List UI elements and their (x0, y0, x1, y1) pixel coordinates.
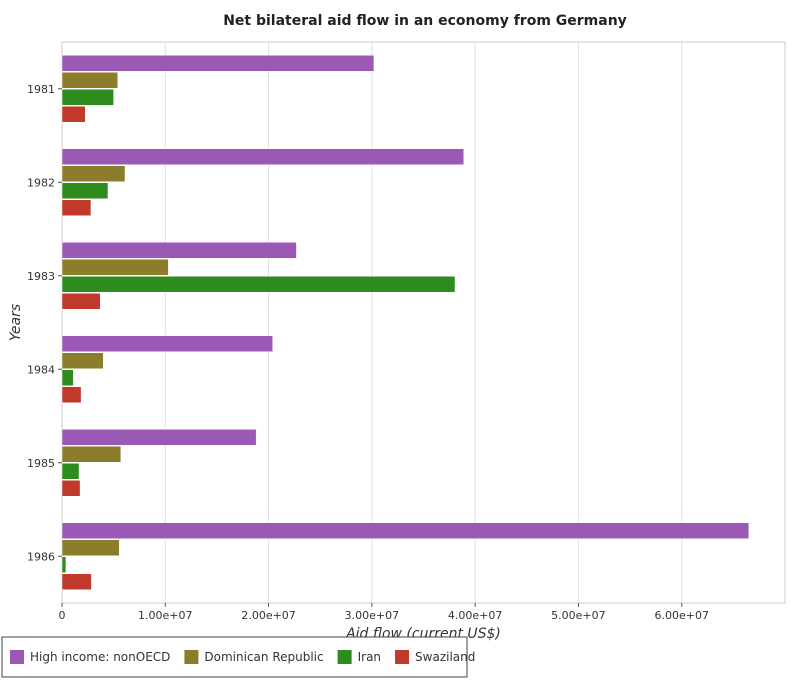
legend-swatch (395, 650, 410, 664)
bar-swaziland-1985 (61, 480, 81, 497)
x-axis-ticks: 0 1.00e+07 2.00e+07 3.00e+07 4.00e+07 5.00e+0… (59, 603, 709, 622)
legend-label: High income: nonOECD (30, 650, 170, 664)
legend-swatch (10, 650, 24, 664)
y-tick-label: 1981 (27, 83, 55, 96)
legend-swatch (337, 650, 352, 664)
x-tick-label: 3.00e+07 (345, 609, 399, 622)
y-tick-label: 1985 (27, 457, 55, 470)
legend-label: Swaziland (415, 650, 475, 664)
bar-swaziland-1986 (61, 573, 92, 590)
bar-iran-1986 (61, 556, 67, 573)
bar-high-income-nonoecd-1983 (61, 242, 297, 259)
bar-swaziland-1981 (61, 106, 86, 123)
y-tick-label: 1984 (27, 363, 55, 376)
x-tick-label: 4.00e+07 (448, 609, 502, 622)
bar-swaziland-1984 (61, 386, 82, 403)
chart-title: Net bilateral aid flow in an economy fro… (223, 13, 627, 29)
bar-high-income-nonoecd-1985 (61, 429, 257, 446)
x-tick-label: 0 (59, 609, 66, 622)
bar-dominican-republic-1986 (61, 539, 120, 556)
x-tick-label: 2.00e+07 (241, 609, 295, 622)
y-axis-title: Years (8, 304, 24, 341)
plot-area (61, 41, 786, 604)
bar-iran-1984 (61, 369, 74, 386)
legend-label: Iran (358, 650, 381, 664)
bar-high-income-nonoecd-1986 (61, 522, 750, 539)
bar-high-income-nonoecd-1984 (61, 335, 273, 352)
bar-iran-1982 (61, 182, 109, 199)
y-tick-label: 1982 (27, 176, 55, 189)
legend-box (1, 636, 468, 678)
bar-dominican-republic-1983 (61, 259, 169, 276)
x-tick-label: 5.00e+07 (551, 609, 605, 622)
bar-high-income-nonoecd-1982 (61, 148, 465, 165)
legend-swatch (184, 650, 199, 664)
x-tick-label: 6.00e+07 (654, 609, 708, 622)
bar-swaziland-1983 (61, 293, 101, 310)
bar-dominican-republic-1982 (61, 165, 126, 182)
x-tick-label: 1.00e+07 (138, 609, 192, 622)
bar-iran-1985 (61, 463, 80, 480)
legend-label: Dominican Republic (204, 650, 323, 664)
bar-dominican-republic-1985 (61, 446, 122, 463)
gridlines (61, 42, 683, 603)
y-axis-ticks: 1981 1982 1983 1984 1985 1986 (27, 83, 62, 563)
bar-dominican-republic-1984 (61, 352, 104, 369)
bar-high-income-nonoecd-1981 (61, 55, 375, 72)
bars (61, 55, 750, 590)
bar-swaziland-1982 (61, 199, 92, 216)
bar-iran-1983 (61, 276, 456, 293)
bar-iran-1981 (61, 89, 114, 106)
bar-dominican-republic-1981 (61, 72, 119, 89)
y-tick-label: 1986 (27, 550, 55, 563)
y-tick-label: 1983 (27, 270, 55, 283)
legend: High income: nonOECD Dominican Republic Ir… (1, 636, 475, 678)
